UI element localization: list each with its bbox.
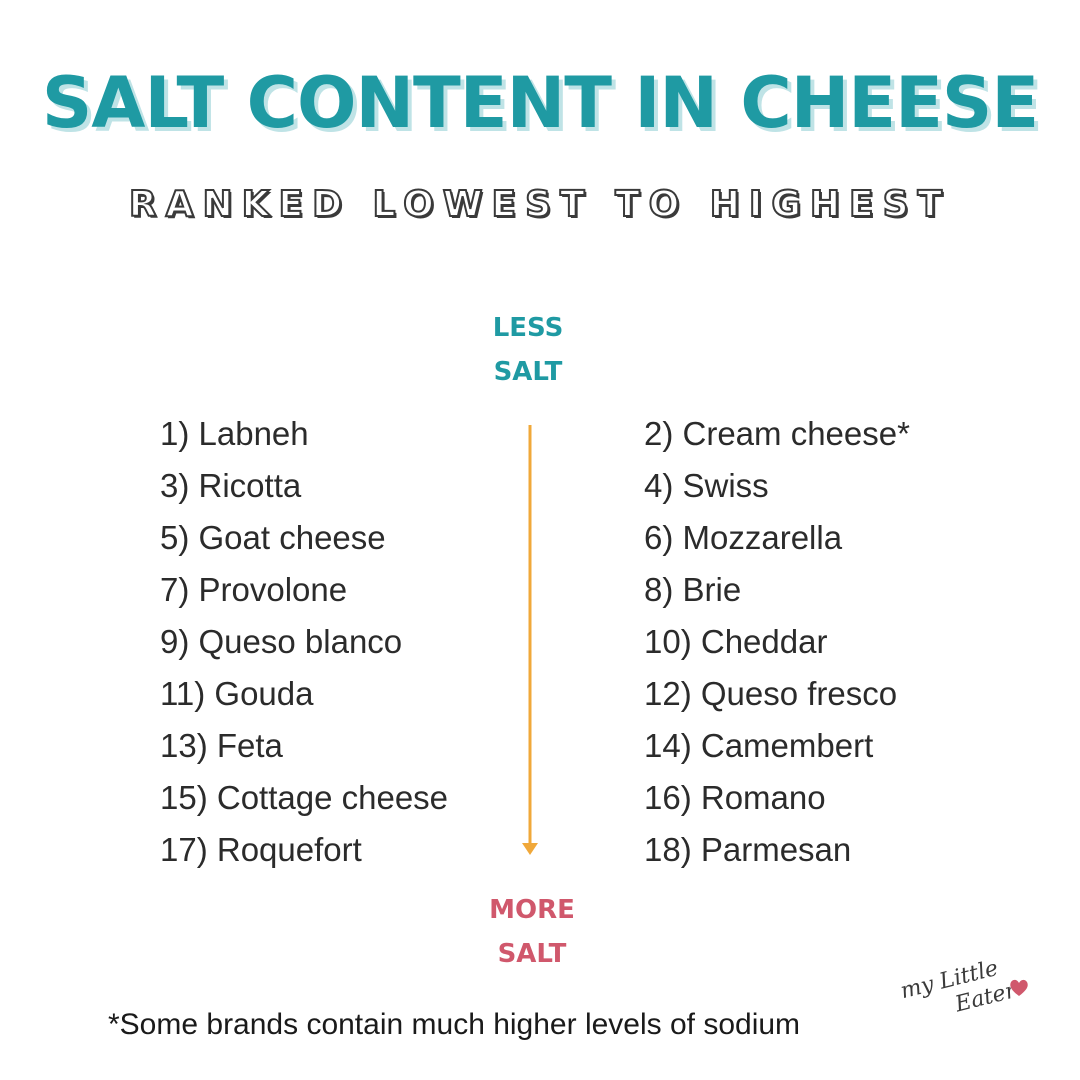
list-item: 16) Romano: [644, 779, 826, 816]
list-item: 10) Cheddar: [644, 623, 828, 660]
list-item: 17) Roquefort: [160, 831, 362, 868]
ranking-list-right: 2) Cream cheese* 4) Swiss 6) Mozzarella …: [644, 408, 910, 876]
list-item: 6) Mozzarella: [644, 519, 843, 556]
more-salt-line2: SALT: [497, 939, 567, 969]
list-item: 14) Camembert: [644, 727, 874, 764]
arrow-down-icon: [522, 425, 538, 855]
list-item: 8) Brie: [644, 571, 742, 608]
footnote: *Some brands contain much higher levels …: [108, 1008, 801, 1041]
less-salt-line1: LESS: [492, 313, 564, 343]
heart-icon: [1010, 979, 1028, 996]
list-item: 7) Provolone: [160, 571, 348, 608]
list-item: 3) Ricotta: [160, 467, 302, 504]
list-item: 4) Swiss: [644, 467, 769, 504]
page-subtitle: RANKED LOWEST TO HIGHEST: [128, 183, 952, 226]
list-item: 18) Parmesan: [644, 831, 852, 868]
page-title: SALT CONTENT IN CHEESE: [41, 62, 1039, 144]
ranking-list-left: 1) Labneh 3) Ricotta 5) Goat cheese 7) P…: [160, 408, 448, 876]
list-item: 12) Queso fresco: [644, 675, 898, 712]
logo-wordmark: my Little Eater: [898, 953, 1019, 1030]
more-salt-line1: MORE: [489, 895, 575, 925]
more-salt-label: MORE SALT: [432, 888, 632, 976]
list-item: 15) Cottage cheese: [160, 779, 449, 816]
less-salt-line2: SALT: [493, 357, 563, 387]
salt-scale-arrow: [522, 425, 538, 857]
list-item: 11) Gouda: [160, 675, 314, 712]
brand-logo: my Little Eater: [898, 956, 1048, 1052]
list-item: 9) Queso blanco: [160, 623, 403, 660]
list-item: 5) Goat cheese: [160, 519, 386, 556]
list-item: 1) Labneh: [160, 415, 309, 452]
less-salt-label: LESS SALT: [428, 306, 628, 394]
list-item: 13) Feta: [160, 727, 283, 764]
list-item: 2) Cream cheese*: [644, 415, 910, 452]
